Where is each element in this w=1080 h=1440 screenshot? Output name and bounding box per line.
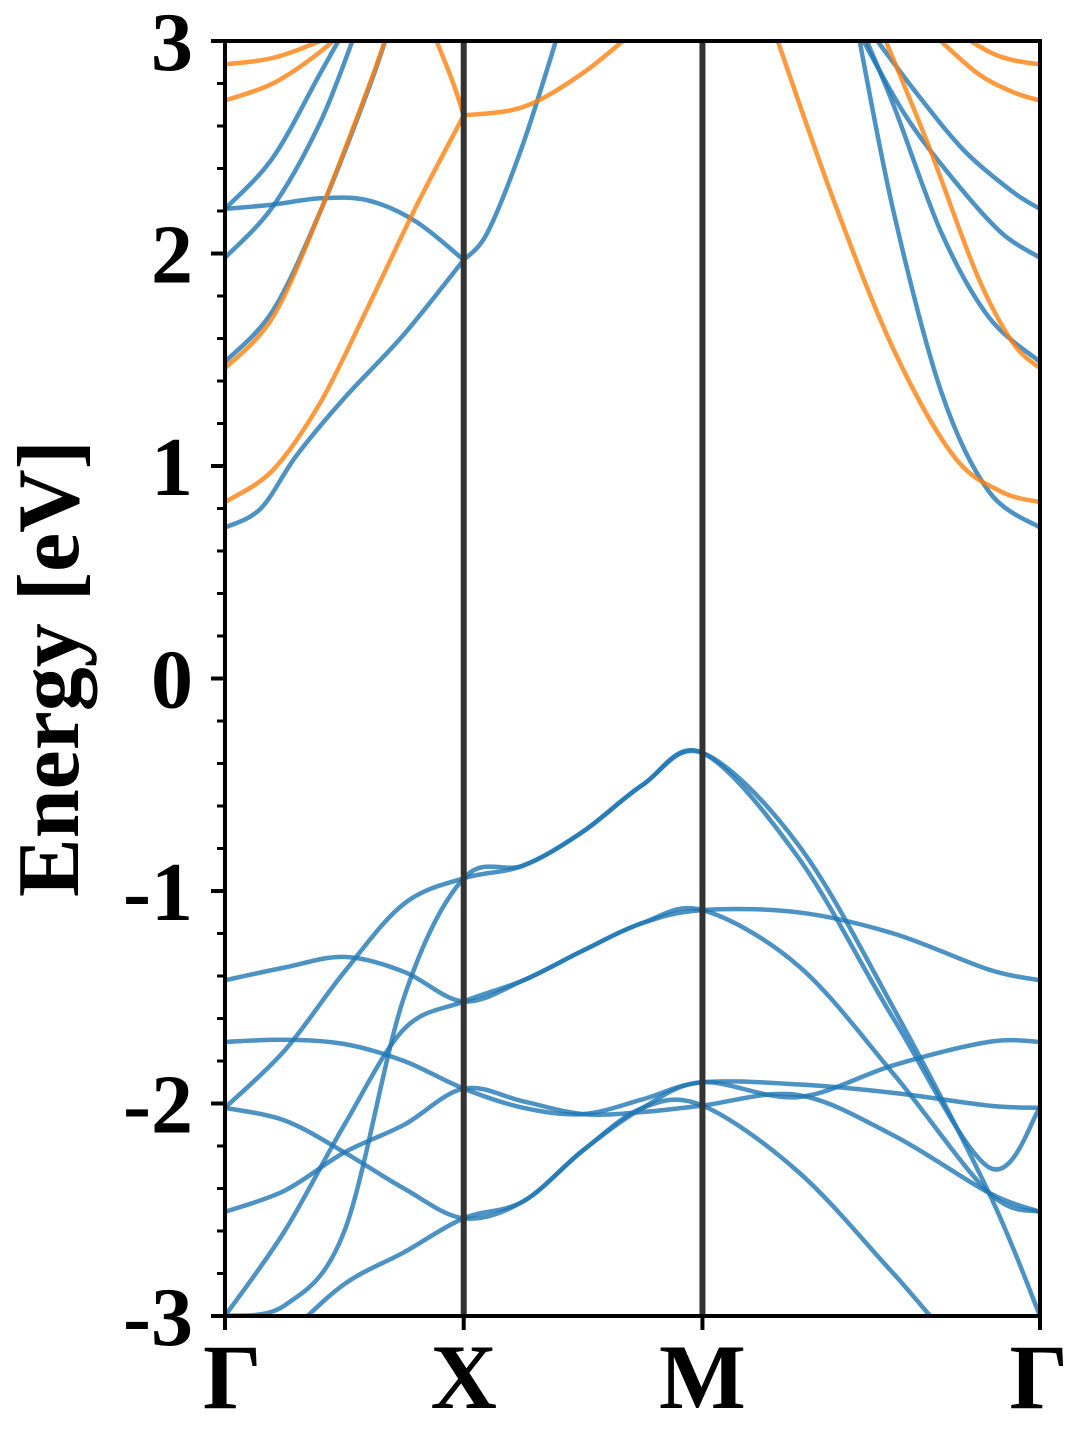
x-tick-label-1: X — [430, 1326, 496, 1428]
y-axis-label: Energy [eV] — [1, 440, 98, 897]
x-tick-label-0: Γ — [203, 1326, 262, 1428]
band-line-conduction-orange-26 — [937, 41, 1040, 103]
y-tick-label-5: -2 — [123, 1059, 193, 1152]
band-line-conduction-blue-8 — [225, 257, 466, 530]
band-line-conduction-orange-18 — [225, 113, 466, 505]
band-line-conduction-orange-22 — [434, 41, 466, 118]
band-line-valence-7 — [304, 1097, 934, 1316]
band-line-valence-3 — [225, 1085, 1040, 1215]
band-line-conduction-orange-27 — [966, 41, 1040, 67]
band-line-conduction-orange-23 — [461, 41, 627, 118]
band-line-conduction-orange-19 — [225, 41, 388, 371]
band-line-conduction-blue-16 — [860, 41, 1040, 261]
band-line-conduction-blue-11 — [225, 41, 355, 261]
y-tick-label-1: 2 — [151, 209, 193, 302]
band-line-valence-4 — [225, 905, 1040, 1316]
kpath-lines — [460, 41, 706, 1316]
y-tick-label-0: 3 — [151, 0, 193, 89]
band-line-conduction-orange-24 — [775, 41, 1040, 505]
band-line-valence-2 — [225, 1037, 1040, 1221]
x-tick-label-2: M — [659, 1326, 746, 1428]
band-line-valence-6 — [225, 748, 1040, 1316]
band-line-conduction-orange-20 — [225, 41, 337, 103]
plot-frame — [223, 39, 1042, 1318]
band-line-conduction-blue-13 — [461, 41, 559, 263]
band-line-conduction-blue-12 — [225, 41, 341, 212]
band-line-conduction-blue-9 — [225, 195, 466, 263]
y-tick-labels: 3 2 1 0 -1 -2 -3 — [123, 0, 193, 1364]
band-line-conduction-orange-25 — [883, 41, 1040, 371]
band-line-valence-0 — [225, 906, 1040, 1004]
y-tick-label-3: 0 — [151, 634, 193, 727]
x-tick-label-3: Γ — [1009, 1326, 1068, 1428]
y-tick-label-6: -3 — [123, 1271, 193, 1364]
y-tick-label-4: -1 — [123, 846, 193, 939]
band-line-valence-5 — [225, 748, 1040, 1316]
band-line-conduction-orange-21 — [225, 41, 327, 67]
bands-layer — [225, 41, 1040, 1316]
band-line-conduction-blue-14 — [857, 41, 1040, 530]
y-tick-label-2: 1 — [151, 421, 193, 514]
